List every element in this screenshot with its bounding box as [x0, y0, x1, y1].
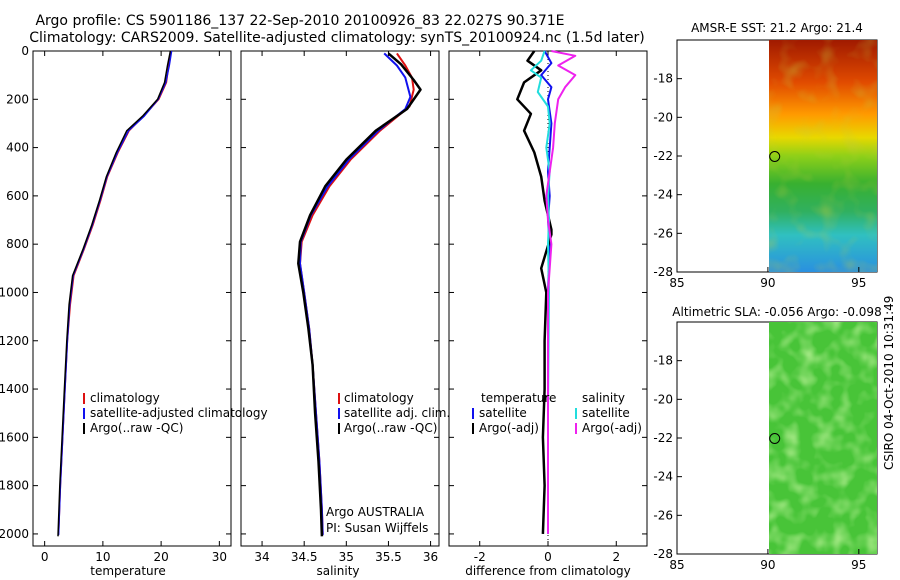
temperature-legend: climatology satellite-adjusted climatolo…	[83, 391, 268, 435]
y-tick-label: 200	[6, 92, 29, 106]
sst-field-texture	[769, 40, 877, 272]
x-tick-label: 30	[212, 550, 227, 564]
legend-label-temp-argo: Argo(-adj)	[479, 421, 539, 435]
legend-label-climatology: climatology	[90, 391, 160, 405]
x-tick-label: 0	[41, 550, 49, 564]
legend-label-argo: Argo(..raw -QC)	[90, 421, 183, 435]
sla-field-texture	[769, 322, 877, 554]
y-tick-label: 1000	[0, 285, 29, 299]
figure-title-line1: Argo profile: CS 5901186_137 22-Sep-2010…	[35, 13, 564, 29]
x-tick-label: 34	[254, 550, 269, 564]
difference-legend: temperature salinity satellite Argo(-adj…	[472, 391, 642, 435]
legend-label-sal-argo: Argo(-adj)	[582, 421, 642, 435]
x-tick-label: 20	[153, 550, 168, 564]
map-x-tick-label: 95	[851, 558, 866, 572]
series-line-argo	[297, 52, 422, 537]
salinity-xlabel: salinity	[316, 564, 359, 578]
x-tick-label: 36	[423, 550, 438, 564]
y-tick-label: 1400	[0, 382, 29, 396]
y-tick-label: 600	[6, 189, 29, 203]
series-line-temperature-argo	[516, 50, 553, 534]
map-y-tick-label: -24	[653, 470, 673, 484]
x-tick-label: 2	[612, 550, 620, 564]
x-tick-label: -2	[474, 550, 486, 564]
timestamp-stamp: CSIRO 04-Oct-2010 10:31:49	[882, 296, 896, 470]
x-tick-label: 35	[339, 550, 354, 564]
map-y-tick-label: -26	[653, 226, 673, 240]
legend-label-temp-satellite: satellite	[479, 406, 527, 420]
map-y-tick-label: -28	[653, 265, 673, 279]
sla-map-title: Altimetric SLA: -0.056 Argo: -0.098	[672, 305, 881, 319]
map-x-tick-label: 85	[669, 276, 684, 290]
salinity-panel-frame	[240, 50, 440, 547]
map-y-tick-label: -22	[653, 149, 673, 163]
map-y-tick-label: -22	[653, 431, 673, 445]
x-tick-label: 35.5	[375, 550, 402, 564]
legend-header-salinity: salinity	[582, 391, 625, 405]
legend-label-satellite: satellite-adjusted climatology	[90, 406, 268, 420]
map-y-tick-label: -28	[653, 547, 673, 561]
salinity-legend: climatology satellite adj. clim. Argo(..…	[338, 391, 450, 435]
y-tick-label: 800	[6, 237, 29, 251]
map-x-tick-label: 95	[851, 276, 866, 290]
legend-header-temperature: temperature	[481, 391, 556, 405]
temperature-series	[57, 50, 173, 537]
map-x-tick-label: 90	[760, 558, 775, 572]
y-tick-label: 2000	[0, 527, 29, 541]
y-tick-label: 0	[21, 44, 29, 58]
legend-label-climatology: climatology	[344, 391, 414, 405]
credit-line1: Argo AUSTRALIA	[326, 505, 425, 519]
series-line-argo	[57, 50, 172, 537]
temperature-xlabel: temperature	[90, 564, 165, 578]
salinity-axes: 34 34.5 35 35.5 36	[241, 50, 439, 564]
map-y-tick-label: -18	[653, 72, 673, 86]
temperature-axes: 0 200 400 600 800 1000 1200 1400 1600 1800 2000 0 10…	[0, 44, 231, 564]
map-x-tick-label: 90	[760, 276, 775, 290]
y-tick-label: 1600	[0, 430, 29, 444]
y-tick-label: 1200	[0, 334, 29, 348]
sst-map-title: AMSR-E SST: 21.2 Argo: 21.4	[691, 21, 863, 35]
series-line-salinity-argo	[545, 50, 577, 534]
y-tick-label: 400	[6, 141, 29, 155]
map-y-tick-label: -20	[653, 392, 673, 406]
difference-axes: -2 0 2	[449, 50, 647, 564]
difference-series	[516, 50, 577, 534]
x-tick-label: 0	[544, 550, 552, 564]
sla-argo-marker	[769, 433, 781, 444]
map-y-tick-label: -18	[653, 354, 673, 368]
legend-label-argo: Argo(..raw -QC)	[344, 421, 437, 435]
map-y-tick-label: -20	[653, 110, 673, 124]
y-tick-label: 1800	[0, 479, 29, 493]
salinity-series	[297, 52, 422, 537]
map-x-tick-label: 85	[669, 558, 684, 572]
difference-xlabel: difference from climatology	[465, 564, 631, 578]
map-y-tick-label: -26	[653, 508, 673, 522]
sst-map: AMSR-E SST: 21.2 Argo: 21.4 -18 -20 -22 -24…	[653, 21, 878, 290]
legend-label-satellite: satellite adj. clim.	[344, 406, 450, 420]
x-tick-label: 10	[95, 550, 110, 564]
legend-label-sal-satellite: satellite	[582, 406, 630, 420]
x-tick-label: 34.5	[291, 550, 318, 564]
credit-line2: PI: Susan Wijffels	[326, 521, 428, 535]
sla-map: Altimetric SLA: -0.056 Argo: -0.098 -18-…	[653, 305, 881, 572]
temperature-panel-frame	[32, 50, 232, 547]
map-y-tick-label: -24	[653, 188, 673, 202]
figure-title-line2: Climatology: CARS2009. Satellite-adjuste…	[29, 30, 644, 46]
sst-argo-marker	[769, 151, 781, 162]
